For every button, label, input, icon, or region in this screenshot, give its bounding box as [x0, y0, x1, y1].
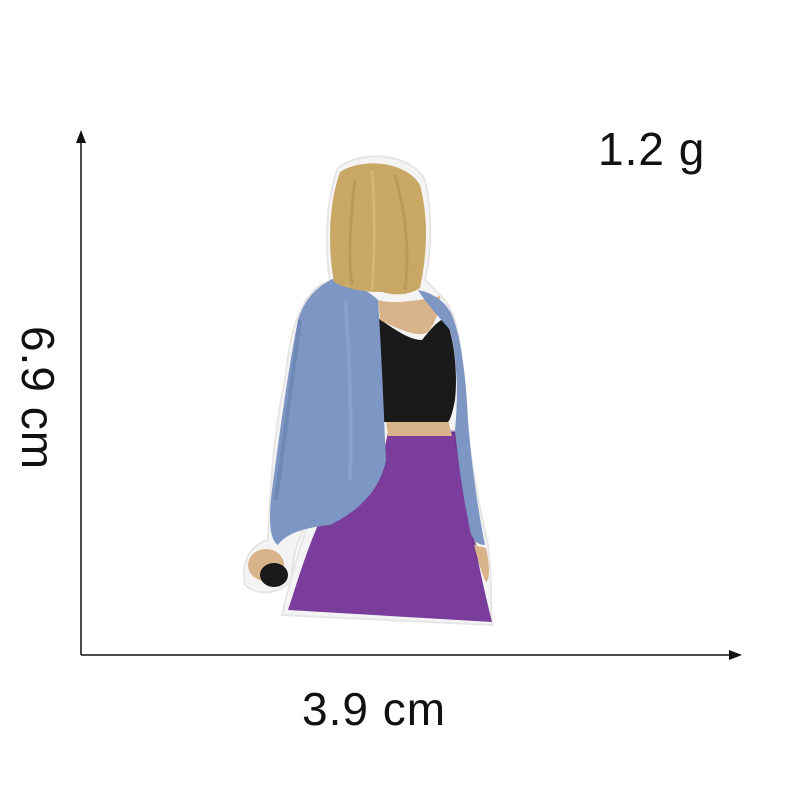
jacket-left — [270, 278, 386, 545]
waist — [386, 420, 452, 436]
arrow-up-icon — [76, 130, 86, 143]
right-hand — [474, 545, 489, 582]
jacket-right — [418, 290, 485, 545]
microphone — [260, 563, 288, 587]
height-label: 6.9 cm — [12, 325, 64, 471]
weight-label: 1.2 g — [598, 123, 706, 175]
hair — [330, 163, 426, 295]
arrow-right-icon — [729, 650, 742, 660]
skirt — [288, 432, 492, 622]
black-top — [378, 318, 456, 422]
neckline — [378, 296, 440, 335]
embroidered-patch-figure — [242, 155, 494, 627]
width-label: 3.9 cm — [302, 683, 447, 735]
